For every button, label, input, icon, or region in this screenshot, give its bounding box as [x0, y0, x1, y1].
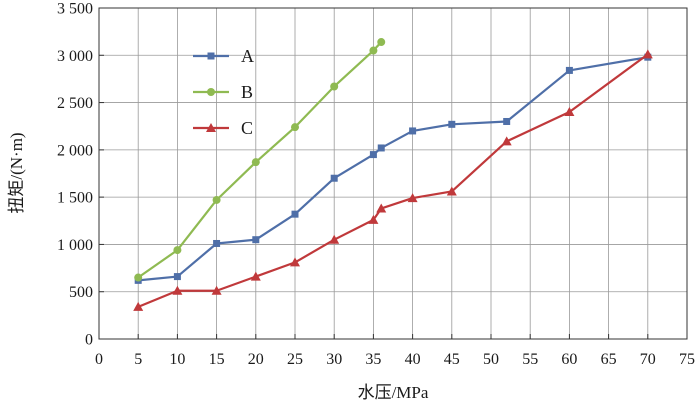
series-b-point: [377, 38, 386, 47]
legend-item-b: B: [193, 82, 253, 102]
legend-swatch-marker: [207, 88, 215, 96]
x-tick-label: 25: [287, 351, 303, 368]
y-tick-label: 3 000: [57, 48, 93, 65]
series-a-point: [409, 127, 417, 135]
x-tick-label: 35: [365, 351, 381, 368]
series-a-point: [448, 120, 456, 128]
series-b-point: [369, 46, 378, 55]
y-tick-label: 3 500: [57, 1, 93, 18]
series-a-point: [330, 174, 338, 182]
series-b-point: [212, 195, 221, 204]
series-c-point: [376, 203, 387, 213]
legend-label: B: [241, 82, 253, 102]
x-axis-ticks: 0 5 10 15 20 25 30 35 40 45 50 55 60 65 70 75: [95, 334, 695, 368]
x-tick-label: 20: [248, 351, 264, 368]
legend: ABC: [193, 46, 254, 138]
series-a-point: [173, 273, 181, 281]
series-c: [133, 49, 653, 311]
series-c-point: [564, 107, 575, 117]
series-a-point: [503, 117, 511, 125]
series-c-point: [407, 193, 418, 203]
series-c-point: [642, 49, 653, 59]
x-tick-label: 75: [679, 351, 695, 368]
series-b-point: [291, 123, 299, 132]
legend-swatch-marker: [206, 123, 216, 132]
series-c-point: [368, 214, 379, 224]
series-b-line: [137, 41, 383, 279]
series-a-point: [213, 239, 221, 247]
x-tick-label: 40: [405, 351, 421, 368]
y-tick-label: 500: [69, 284, 93, 301]
x-tick-label: 15: [209, 351, 225, 368]
series-c-point: [329, 234, 340, 244]
series-c-point: [133, 301, 144, 311]
series-group: [133, 38, 653, 311]
y-tick-label: 1 500: [57, 190, 93, 207]
series-a-point: [252, 236, 260, 244]
grid: [99, 8, 687, 339]
x-tick-label: 60: [561, 351, 577, 368]
x-axis-title: 水压/MPa: [358, 383, 429, 402]
series-a-point: [291, 210, 299, 218]
y-tick-label: 2 500: [57, 95, 93, 112]
series-b: [134, 38, 386, 282]
plot-frame: [98, 7, 688, 340]
legend-item-a: A: [193, 46, 254, 66]
series-b-point: [330, 82, 339, 91]
series-c-point: [446, 186, 457, 196]
x-tick-label: 65: [601, 351, 617, 368]
series-b-point: [134, 273, 143, 282]
legend-label: C: [241, 118, 253, 138]
series-c-point: [172, 285, 183, 295]
series-a-point: [565, 66, 573, 74]
y-axis-ticks: 0 500 1 000 1 500 2 000 2 500 3 000 3 500: [57, 1, 104, 349]
series-b-point: [251, 158, 260, 167]
y-tick-label: 0: [85, 332, 93, 349]
y-tick-label: 2 000: [57, 142, 93, 159]
y-axis-title: 扭矩/(N·m): [7, 132, 26, 213]
x-tick-label: 70: [640, 351, 656, 368]
x-tick-label: 55: [522, 351, 538, 368]
legend-swatch-marker: [207, 52, 215, 60]
series-c-point: [501, 136, 512, 146]
series-c-point: [290, 257, 300, 267]
x-tick-label: 10: [169, 351, 185, 368]
series-b-point: [173, 246, 182, 255]
y-tick-label: 1 000: [57, 237, 93, 254]
series-a-point: [369, 151, 377, 159]
series-c-point: [211, 285, 222, 295]
x-tick-label: 30: [326, 351, 342, 368]
legend-label: A: [241, 46, 254, 66]
legend-item-c: C: [193, 118, 253, 138]
x-tick-label: 50: [483, 351, 499, 368]
x-tick-label: 45: [444, 351, 460, 368]
series-c-point: [250, 271, 261, 281]
x-tick-label: 5: [134, 351, 142, 368]
series-a-point: [377, 144, 385, 152]
x-tick-label: 0: [95, 351, 103, 368]
